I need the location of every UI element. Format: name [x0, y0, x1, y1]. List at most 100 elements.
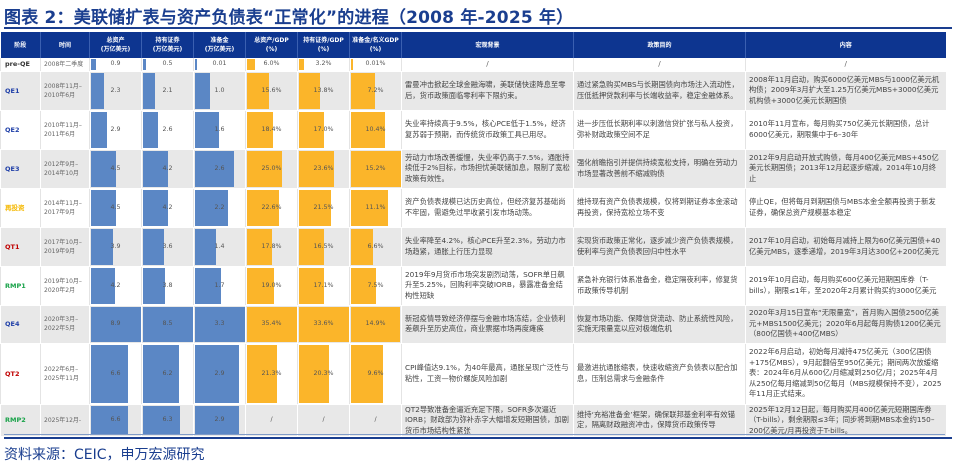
- cell-value: 13.8%: [313, 86, 334, 94]
- data-bar-assets: [91, 111, 108, 148]
- cell-assets: 8.9: [89, 304, 142, 344]
- cell-value: 25.0%: [261, 164, 282, 172]
- cell-content: 2019年10月启动，每月购买600亿美元短期国库券（T-bills），期限≤1…: [745, 266, 946, 306]
- cell-content: 2012年9月启动开放式购债，每月400亿美元MBS+450亿美元长期国债；20…: [745, 149, 946, 189]
- cell-assets-gdp: 6.0%: [245, 58, 298, 72]
- cell-value: 2.1: [162, 86, 173, 94]
- cell-securities-gdp: 3.2%: [297, 58, 350, 72]
- cell-reserves-gdp: 6.6%: [349, 227, 402, 267]
- cell-securities-gdp: 21.5%: [297, 188, 350, 228]
- data-bar-assets-gdp: [247, 59, 256, 70]
- cell-reserves: 1.6: [193, 110, 246, 150]
- cell-value: 2.9: [214, 369, 225, 377]
- data-bar-securities-gdp: [299, 150, 335, 187]
- data-bar-securities-gdp: [299, 306, 349, 342]
- data-bar-securities-gdp: [299, 228, 324, 265]
- cell-securities: 3.6: [141, 227, 194, 267]
- data-bar-reserves: [195, 306, 245, 342]
- cell-macro: /: [401, 58, 574, 72]
- header-stage: 阶段: [0, 32, 41, 58]
- cell-securities: 8.5: [141, 304, 194, 344]
- cell-value: 6.6: [110, 369, 121, 377]
- cell-value: 4.2: [162, 203, 173, 211]
- data-bar-securities-gdp: [299, 59, 304, 70]
- cell-goal: /: [573, 58, 746, 72]
- time-period: 2019年10月– 2020年2月: [40, 266, 90, 306]
- time-period: 2020年3月– 2022年5月: [40, 304, 90, 344]
- cell-value: 21.3%: [261, 369, 282, 377]
- cell-assets: 2.9: [89, 110, 142, 150]
- header-content: 内容: [745, 32, 946, 58]
- cell-securities: 6.3: [141, 404, 194, 437]
- cell-value: 33.6%: [313, 320, 334, 327]
- data-bar-securities: [143, 189, 168, 226]
- data-bar-assets: [91, 306, 141, 342]
- data-bar-reserves-gdp: [351, 306, 400, 342]
- time-end: 2020年2月: [44, 286, 76, 294]
- cell-macro: 失业率降至4.2%，核心PCE升至2.3%，劳动力市场趋紧，通胀上行压力显现: [401, 227, 574, 267]
- cell-reserves: 1.0: [193, 71, 246, 111]
- cell-macro: CPI峰值达9.1%，为40年最高，通胀呈现广泛性与粘性，工资—物价螺旋风险加剧: [401, 343, 574, 405]
- cell-value: 11.1%: [365, 203, 386, 211]
- cell-content: 2022年6月启动，初始每月减持475亿美元（300亿国债+175亿MBS），9…: [745, 343, 946, 405]
- data-bar-reserves-gdp: [351, 150, 401, 187]
- data-bar-assets-gdp: [247, 189, 279, 226]
- stage-label: QT1: [0, 227, 41, 267]
- data-bar-reserves: [195, 228, 217, 265]
- cell-securities: 6.2: [141, 343, 194, 405]
- data-bar-securities: [143, 111, 159, 148]
- cell-assets-gdp: 25.0%: [245, 149, 298, 189]
- table-row: RMP2 2025年12月- 6.6 6.3 2.9 / / / QT2导致准备金逼近充足下限，…: [0, 404, 946, 437]
- header-securities-label: 持有证券: [155, 37, 180, 44]
- cell-value: 4.2: [162, 164, 173, 172]
- cell-value: 1.7: [214, 281, 225, 289]
- data-bar-assets: [91, 72, 104, 109]
- cell-assets-gdp: 22.6%: [245, 188, 298, 228]
- cell-reserves: 1.4: [193, 227, 246, 267]
- cell-assets-gdp: 35.4%: [245, 304, 298, 344]
- cell-value: 0.01: [212, 60, 227, 68]
- time-period: 2008年二季度: [40, 58, 90, 72]
- cell-value: 6.6: [110, 416, 121, 424]
- cell-goal: 强化前瞻指引并提供持续宽松支持，明确在劳动力市场显著改善前不缩减购债: [573, 149, 746, 189]
- cell-reserves-gdp: 7.2%: [349, 71, 402, 111]
- header-assets-gdp: 总资产/GDP (%): [245, 32, 298, 58]
- data-bar-reserves: [195, 267, 221, 304]
- cell-securities-gdp: 23.6%: [297, 149, 350, 189]
- time-start: 2012年9月–: [44, 160, 79, 168]
- time-start: 2020年3月–: [44, 316, 79, 323]
- table-row: 再投资 2014年11月– 2017年9月 4.5 4.2 2.2 22.6% 21.5% 11…: [0, 188, 946, 228]
- cell-value: 17.8%: [261, 242, 282, 250]
- cell-goal: 实现货币政策正常化，逐步减少资产负债表规模，使利率与资产负债表回归中性水平: [573, 227, 746, 267]
- cell-macro: 2019年9月货币市场突发剧烈动荡，SOFR单日飙升至5.25%，回购利率突破I…: [401, 266, 574, 306]
- data-bar-securities: [143, 344, 180, 403]
- data-bar-assets: [91, 150, 117, 187]
- table-row: QE3 2012年9月– 2014年10月 4.5 4.2 2.6 25.0% 23.6% 15…: [0, 149, 946, 189]
- data-bar-reserves: [195, 344, 239, 403]
- cell-assets-gdp: 17.8%: [245, 227, 298, 267]
- time-period: 2017年10月– 2019年9月: [40, 227, 90, 267]
- time-end: 2011年6月: [44, 130, 76, 138]
- cell-value: 9.6%: [367, 369, 384, 377]
- cell-assets: 4.2: [89, 266, 142, 306]
- cell-content: 停止QE，但将每月到期国债与MBS本金全额再投资于新发证券，确保总资产规模基本稳…: [745, 188, 946, 228]
- time-end: 2025年11月: [44, 374, 79, 382]
- cell-assets: 0.9: [89, 58, 142, 72]
- data-bar-securities-gdp: [299, 344, 330, 403]
- table-row: QE1 2008年11月– 2010年6月 2.3 2.1 1.0 15.6% 13.8% 7.…: [0, 71, 946, 111]
- stage-label: QE4: [0, 304, 41, 344]
- cell-reserves: 1.7: [193, 266, 246, 306]
- header-securities: 持有证券 (万亿美元): [141, 32, 194, 58]
- time-end: 2022年5月: [44, 325, 76, 332]
- cell-value: 2.6: [214, 164, 225, 172]
- cell-value: 4.5: [110, 203, 121, 211]
- cell-value: 3.8: [162, 281, 173, 289]
- data-bar-assets: [91, 59, 97, 70]
- cell-macro: 失业率持续高于9.5%，核心PCE低于1.5%，经济复苏弱于预期，而传统货币政策…: [401, 110, 574, 150]
- header-assets: 总资产 (万亿美元): [89, 32, 142, 58]
- cell-securities: 2.1: [141, 71, 194, 111]
- cell-value: 2.9: [110, 125, 121, 133]
- time-start: 2025年12月-: [44, 416, 82, 424]
- cell-content: 2025年12月12日起，每月购买月400亿美元短期国库券（T-bills），剩…: [745, 404, 946, 437]
- data-bar-assets-gdp: [247, 306, 297, 342]
